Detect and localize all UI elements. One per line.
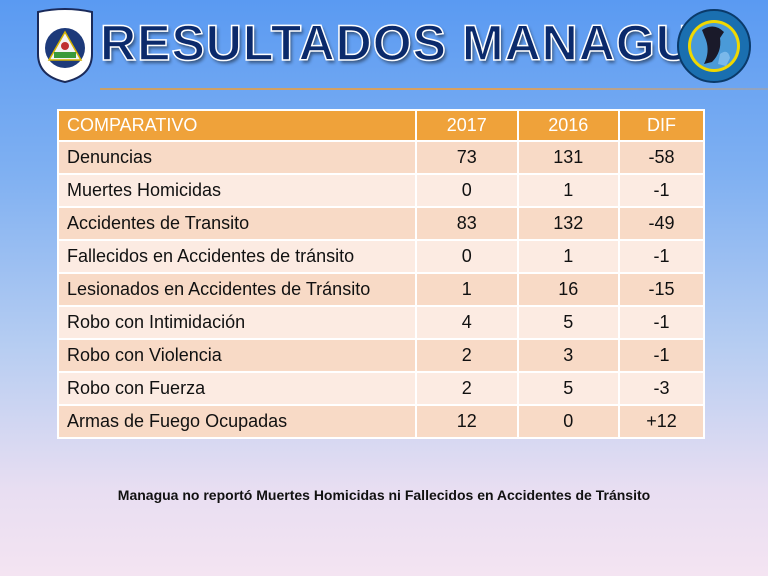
row-label: Robo con Fuerza (57, 371, 417, 406)
table-row: Fallecidos en Accidentes de tránsito 0 1 -1 (57, 239, 705, 274)
row-label: Robo con Violencia (57, 338, 417, 373)
value-2017: 0 (415, 173, 519, 208)
value-2016: 1 (516, 173, 621, 208)
value-2016: 132 (516, 206, 621, 241)
row-label: Armas de Fuego Ocupadas (57, 404, 417, 439)
header-comparativo: COMPARATIVO (57, 109, 417, 142)
value-2017: 0 (415, 239, 519, 274)
row-label: Fallecidos en Accidentes de tránsito (57, 239, 417, 274)
value-2017: 2 (415, 338, 519, 373)
row-label: Muertes Homicidas (57, 173, 417, 208)
table-row: Lesionados en Accidentes de Tránsito 1 16-… (57, 272, 705, 307)
table-row: Armas de Fuego Ocupadas 12 0 +12 (57, 404, 705, 439)
table-row: Muertes Homicidas 0 1 -1 (57, 173, 705, 208)
table-row: Robo con Intimidación 4 5 -1 (57, 305, 705, 340)
header-dif: DIF (618, 109, 705, 142)
value-2017: 4 (415, 305, 519, 340)
value-2016: 1 (516, 239, 621, 274)
value-2017: 2 (415, 371, 519, 406)
seguridad-logo (677, 9, 751, 83)
value-2017: 12 (415, 404, 519, 439)
value-dif: -1 (618, 338, 705, 373)
value-2017: 1 (415, 272, 519, 307)
title-divider (100, 88, 768, 90)
row-label: Denuncias (57, 140, 417, 175)
value-dif: -49 (618, 206, 705, 241)
table-row: Robo con Fuerza 2 5 -3 (57, 371, 705, 406)
header-2017: 2017 (415, 109, 519, 142)
footnote: Managua no reportó Muertes Homicidas ni … (117, 487, 651, 503)
value-dif: -1 (618, 173, 705, 208)
header-2016: 2016 (516, 109, 621, 142)
value-2017: 73 (415, 140, 519, 175)
value-2016: 5 (516, 305, 621, 340)
value-2016: 16 (516, 272, 621, 307)
row-label: Robo con Intimidación (57, 305, 417, 340)
comparison-table: COMPARATIVO 2017 2016 DIF Denuncias 73 131… (57, 109, 705, 439)
value-2017: 83 (415, 206, 519, 241)
row-label: Lesionados en Accidentes de Tránsito (57, 272, 417, 307)
value-2016: 0 (516, 404, 621, 439)
table-row: Accidentes de Transito 83 132 -49 (57, 206, 705, 241)
value-dif: -1 (618, 305, 705, 340)
page-title: RESULTADOS MANAGUA (99, 14, 731, 72)
row-label: Accidentes de Transito (57, 206, 417, 241)
table-header-row: COMPARATIVO 2017 2016 DIF (57, 109, 705, 142)
value-2016: 131 (516, 140, 621, 175)
table-row: Robo con Violencia 2 3 -1 (57, 338, 705, 373)
value-dif: +12 (618, 404, 705, 439)
value-dif: -1 (618, 239, 705, 274)
value-dif: -3 (618, 371, 705, 406)
value-dif: -15 (618, 272, 705, 307)
value-dif: -58 (618, 140, 705, 175)
value-2016: 5 (516, 371, 621, 406)
value-2016: 3 (516, 338, 621, 373)
table-row: Denuncias 73 131 -58 (57, 140, 705, 175)
policia-nacional-logo (37, 8, 93, 84)
